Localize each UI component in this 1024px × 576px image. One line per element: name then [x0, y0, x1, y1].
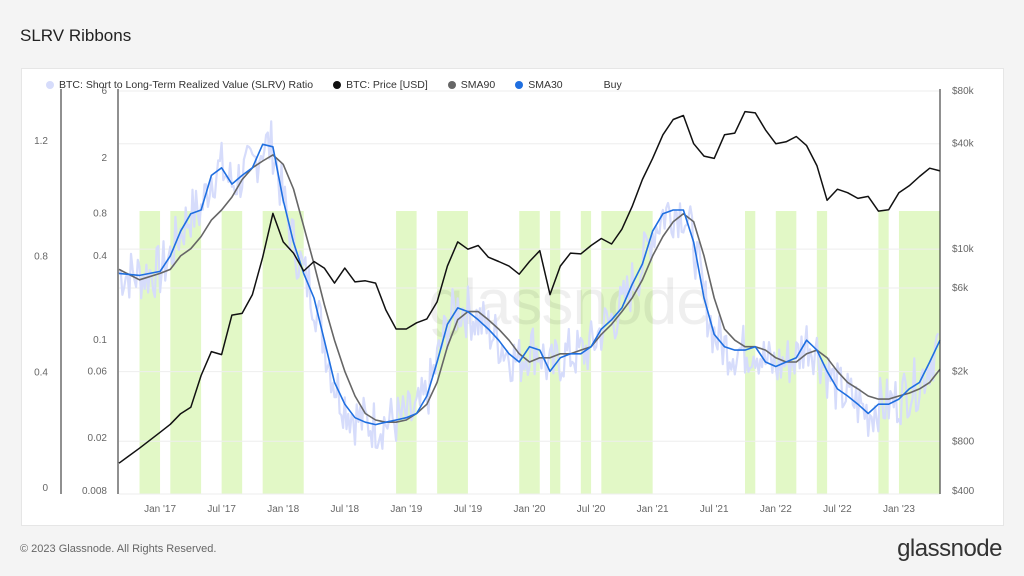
x-tick-label: Jan '19: [390, 504, 422, 515]
x-tick-label: Jan '21: [637, 504, 669, 515]
left-y-tick-label: 0.8: [93, 209, 107, 220]
outer-y-tick-label: 0.8: [34, 252, 48, 263]
gridlines: [119, 90, 940, 495]
page-title: SLRV Ribbons: [20, 26, 132, 45]
buy-zone: [816, 211, 828, 494]
chart-legend: BTC: Short to Long-Term Realized Value (…: [46, 79, 642, 91]
x-tick-label: Jan '20: [514, 504, 546, 515]
buy-zone: [745, 211, 756, 494]
legend-dot-icon: [590, 81, 599, 89]
chart-canvas[interactable]: glassnode00.40.81.20.0080.020.060.10.40.…: [22, 69, 1003, 525]
right-y-tick-label: $800: [952, 436, 975, 447]
x-tick-label: Jan '18: [267, 504, 299, 515]
x-tick-label: Jul '22: [823, 504, 852, 515]
buy-zone: [221, 211, 243, 494]
left-y-tick-label: 2: [101, 153, 107, 164]
left-y-tick-label: 0.4: [93, 251, 107, 262]
x-tick-label: Jan '23: [883, 504, 915, 515]
right-y-tick-label: $80k: [952, 86, 975, 97]
legend-label: Buy: [603, 79, 622, 91]
right-y-tick-label: $6k: [952, 283, 969, 294]
buy-zone: [396, 211, 417, 494]
buy-zone: [437, 211, 468, 494]
left-y-tick-label: 0.1: [93, 335, 107, 346]
legend-label: BTC: Short to Long-Term Realized Value (…: [59, 79, 314, 91]
x-tick-label: Jan '17: [144, 504, 176, 515]
series-slrv-line: [118, 120, 940, 450]
x-tick-label: Jul '21: [700, 504, 729, 515]
legend-item-buy[interactable]: Buy: [590, 79, 622, 91]
buy-zone: [170, 211, 202, 494]
brand-logo[interactable]: glassnode: [897, 535, 1002, 562]
legend-label: BTC: Price [USD]: [346, 79, 428, 91]
copyright-text: © 2023 Glassnode. All Rights Reserved.: [20, 543, 217, 555]
legend-label: SMA30: [528, 79, 563, 91]
series-sma90-line: [118, 154, 941, 423]
legend-dot-icon: [515, 81, 524, 89]
left-y-tick-label: 0.008: [82, 486, 107, 497]
x-tick-label: Jul '20: [577, 504, 606, 515]
axes: [60, 89, 941, 494]
series-sma30-line: [118, 143, 941, 426]
right-y-tick-label: $400: [952, 486, 975, 497]
legend-dot-icon: [46, 81, 54, 89]
right-y-tick-label: $2k: [952, 367, 969, 378]
series-price-line: [118, 110, 941, 464]
x-tick-label: Jul '17: [207, 504, 236, 515]
right-y-tick-label: $10k: [952, 244, 975, 255]
legend-dot-icon: [447, 81, 456, 89]
legend-dot-icon: [333, 81, 342, 89]
legend-item-sma90[interactable]: SMA90: [447, 79, 496, 91]
legend-item-slrv[interactable]: BTC: Short to Long-Term Realized Value (…: [46, 79, 313, 91]
outer-y-tick-label: 0: [42, 483, 48, 494]
left-y-tick-label: 6: [101, 86, 107, 97]
x-tick-label: Jul '19: [454, 504, 483, 515]
buy-zones: [139, 211, 940, 494]
legend-label: SMA90: [460, 79, 496, 91]
legend-item-price[interactable]: BTC: Price [USD]: [333, 79, 428, 91]
legend-item-sma30[interactable]: SMA30: [515, 79, 563, 91]
outer-y-tick-label: 1.2: [34, 136, 48, 147]
x-tick-label: Jul '18: [330, 504, 359, 515]
right-y-tick-label: $40k: [952, 139, 975, 150]
buy-zone: [878, 211, 889, 494]
left-y-tick-label: 0.02: [88, 433, 108, 444]
chart-card: glassnode 0 0.4 0.8 1.2 0.008 0.02 0.06 0.1 0.4 0.…: [21, 68, 1004, 526]
outer-y-tick-label: 0.4: [34, 367, 48, 378]
left-y-tick-label: 0.06: [88, 366, 108, 377]
buy-zone: [898, 211, 940, 494]
x-tick-label: Jan '22: [760, 504, 792, 515]
